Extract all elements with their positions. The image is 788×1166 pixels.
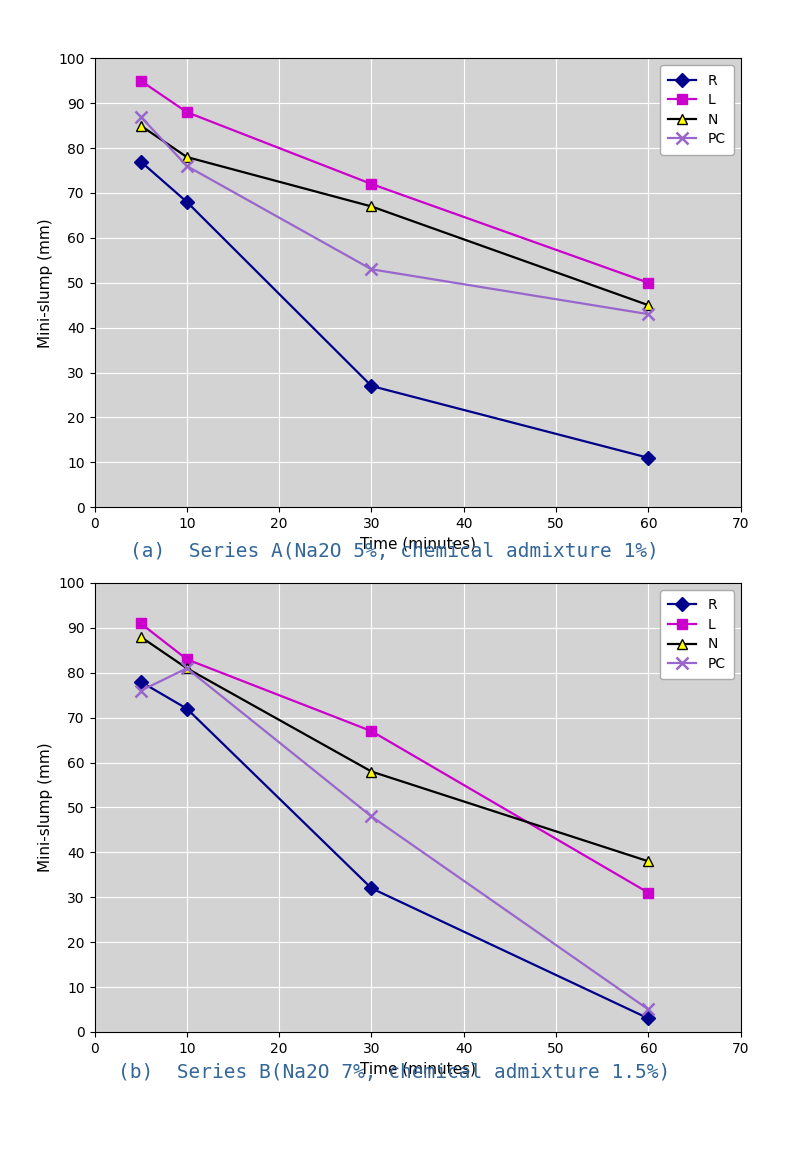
N [366,199,376,213]
L [136,617,146,631]
Line: R: R [136,677,653,1024]
Line: L: L [136,76,653,288]
R [136,675,146,689]
Line: N: N [136,121,653,310]
Legend: R, L, N, PC: R, L, N, PC [660,590,734,680]
Y-axis label: Mini-slump (mm): Mini-slump (mm) [38,218,53,347]
N [136,630,146,644]
R [182,702,191,716]
Legend: R, L, N, PC: R, L, N, PC [660,65,734,155]
Line: PC: PC [135,662,655,1016]
Text: (b)  Series B(Na2O 7%, chemical admixture 1.5%): (b) Series B(Na2O 7%, chemical admixture… [118,1063,670,1082]
Line: PC: PC [135,111,655,321]
Line: N: N [136,632,653,866]
R [366,881,376,895]
L [366,177,376,191]
L [644,886,653,900]
R [644,1011,653,1025]
L [366,724,376,738]
PC [136,683,146,697]
R [644,451,653,465]
N [644,855,653,869]
PC [644,1003,653,1017]
Line: R: R [136,156,653,463]
N [182,150,191,164]
PC [182,661,191,675]
R [182,195,191,209]
N [182,661,191,675]
PC [136,110,146,124]
Line: L: L [136,618,653,898]
PC [644,307,653,321]
PC [182,159,191,173]
L [182,652,191,666]
N [644,298,653,312]
L [182,105,191,119]
L [644,276,653,290]
N [366,765,376,779]
Text: (a)  Series A(Na2O 5%, chemical admixture 1%): (a) Series A(Na2O 5%, chemical admixture… [129,542,659,561]
R [366,379,376,393]
L [136,73,146,87]
PC [366,262,376,276]
R [136,155,146,169]
PC [366,809,376,823]
X-axis label: Time (minutes): Time (minutes) [359,1061,476,1076]
Y-axis label: Mini-slump (mm): Mini-slump (mm) [38,743,53,872]
X-axis label: Time (minutes): Time (minutes) [359,536,476,552]
N [136,119,146,133]
